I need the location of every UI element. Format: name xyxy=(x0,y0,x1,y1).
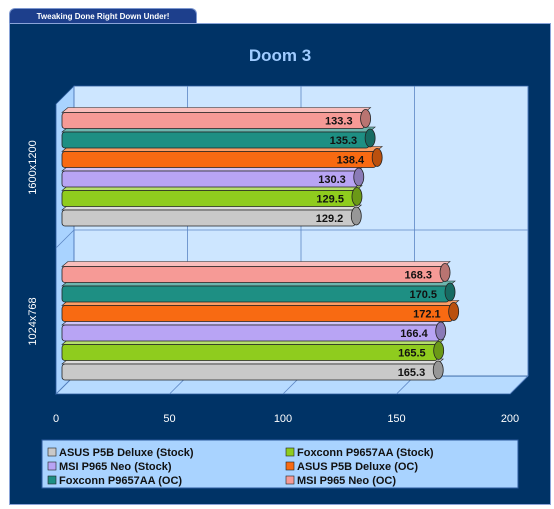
x-tick-label: 100 xyxy=(274,413,292,425)
bar-value-label: 138.4 xyxy=(337,155,365,167)
bar-value-label: 130.3 xyxy=(318,174,346,186)
bar-body xyxy=(61,209,356,227)
legend-label: Foxconn P9657AA (OC) xyxy=(59,475,182,487)
bar-value-label: 166.4 xyxy=(400,328,428,340)
legend-label: ASUS P5B Deluxe (Stock) xyxy=(59,447,194,459)
bar: 135.3 xyxy=(61,126,376,149)
bar-value-label: 133.3 xyxy=(325,116,353,128)
bar-body xyxy=(61,324,441,342)
bar-value-label: 170.5 xyxy=(410,289,438,301)
bar-body xyxy=(61,344,439,361)
x-tick-label: 200 xyxy=(501,413,519,425)
bar-end-cap xyxy=(435,321,447,341)
bar-chart: Doom 3 0 50 100 150 200 1024x768 165.3 165.5 166… xyxy=(27,46,529,489)
legend-swatch xyxy=(285,475,295,485)
site-tab: Tweaking Done Right Down Under! xyxy=(9,8,197,24)
bar-body xyxy=(61,170,359,188)
bar: 166.4 xyxy=(61,319,447,342)
bar-body xyxy=(61,305,454,322)
bar-body xyxy=(61,151,377,168)
bar-end-cap xyxy=(350,206,362,226)
x-tick-label: 150 xyxy=(387,413,405,425)
bar-end-cap xyxy=(439,263,451,282)
bar-body xyxy=(61,363,438,381)
bar: 133.3 xyxy=(61,107,372,129)
plot-area: 0 50 100 150 200 1024x768 165.3 165.5 166.4 172.1… xyxy=(27,85,529,425)
gridline-floor xyxy=(509,375,529,395)
bar: 172.1 xyxy=(61,300,460,322)
bar-body xyxy=(61,131,370,149)
bar-value-label: 129.5 xyxy=(316,194,344,206)
bar-end-cap xyxy=(364,128,376,148)
legend-swatch xyxy=(47,461,57,471)
bar: 165.3 xyxy=(61,358,445,381)
bar-top xyxy=(61,261,451,267)
category-label: 1600x1200 xyxy=(27,140,39,194)
bar-end-cap xyxy=(351,187,363,206)
bar: 130.3 xyxy=(61,165,365,188)
bar: 129.5 xyxy=(61,185,363,207)
category-divider xyxy=(55,229,75,249)
bar-end-cap xyxy=(448,302,460,321)
bar-end-cap xyxy=(360,109,371,128)
x-tick-label: 0 xyxy=(53,413,59,425)
bar: 170.5 xyxy=(61,280,456,303)
bar: 129.2 xyxy=(61,204,363,227)
bar-end-cap xyxy=(433,341,445,360)
legend-swatch xyxy=(285,461,295,471)
legend-box xyxy=(41,439,519,489)
x-tick-label: 50 xyxy=(163,413,175,425)
bar-value-label: 165.3 xyxy=(398,367,426,379)
bar-value-label: 129.2 xyxy=(316,213,344,225)
bar: 168.3 xyxy=(61,261,451,283)
bar: 165.5 xyxy=(61,339,445,361)
chart-title: Doom 3 xyxy=(249,46,311,65)
bar-body xyxy=(61,190,357,207)
bar-value-label: 172.1 xyxy=(413,309,441,321)
legend-label: ASUS P5B Deluxe (OC) xyxy=(297,461,418,473)
bar: 138.4 xyxy=(61,146,383,168)
bar-body xyxy=(61,266,445,283)
bar-top xyxy=(61,107,372,113)
bar-end-cap xyxy=(371,148,383,167)
legend-swatch xyxy=(47,475,57,485)
bar-value-label: 165.5 xyxy=(398,348,426,360)
bar-end-cap xyxy=(353,167,365,187)
legend-swatch xyxy=(285,447,295,457)
bar-value-label: 168.3 xyxy=(405,270,433,282)
bar-body xyxy=(61,285,450,303)
bar-value-label: 135.3 xyxy=(330,135,358,147)
category-label: 1024x768 xyxy=(27,297,39,345)
legend-label: MSI P965 Neo (OC) xyxy=(297,475,396,487)
legend-label: Foxconn P9657AA (Stock) xyxy=(297,447,434,459)
chart-panel: Doom 3 0 50 100 150 200 1024x768 165.3 165.5 166… xyxy=(9,23,551,505)
legend: ASUS P5B Deluxe (Stock) Foxconn P9657AA (… xyxy=(41,439,519,489)
legend-label: MSI P965 Neo (Stock) xyxy=(59,461,172,473)
bar-body xyxy=(61,112,365,129)
bar-end-cap xyxy=(432,360,444,380)
bar-end-cap xyxy=(444,282,456,302)
legend-swatch xyxy=(47,447,57,457)
